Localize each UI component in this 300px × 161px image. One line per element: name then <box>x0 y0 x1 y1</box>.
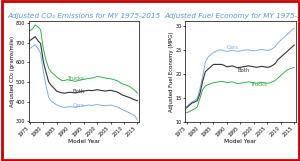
Text: Cars: Cars <box>73 103 85 108</box>
Text: Both: Both <box>73 89 85 94</box>
X-axis label: Model Year: Model Year <box>68 139 100 144</box>
Text: Trucks: Trucks <box>251 82 268 87</box>
Text: Trucks: Trucks <box>68 76 84 81</box>
Text: Cars: Cars <box>227 45 239 50</box>
Title: Adjusted Fuel Economy for MY 1975-2015: Adjusted Fuel Economy for MY 1975-2015 <box>164 13 300 19</box>
Y-axis label: Adjusted CO₂ (grams/mile): Adjusted CO₂ (grams/mile) <box>10 36 14 107</box>
Title: Adjusted CO₂ Emissions for MY 1975-2015: Adjusted CO₂ Emissions for MY 1975-2015 <box>7 13 160 19</box>
Text: Both: Both <box>238 68 250 73</box>
Y-axis label: Adjusted Fuel Economy (MPG): Adjusted Fuel Economy (MPG) <box>169 31 174 112</box>
X-axis label: Model Year: Model Year <box>224 139 256 144</box>
